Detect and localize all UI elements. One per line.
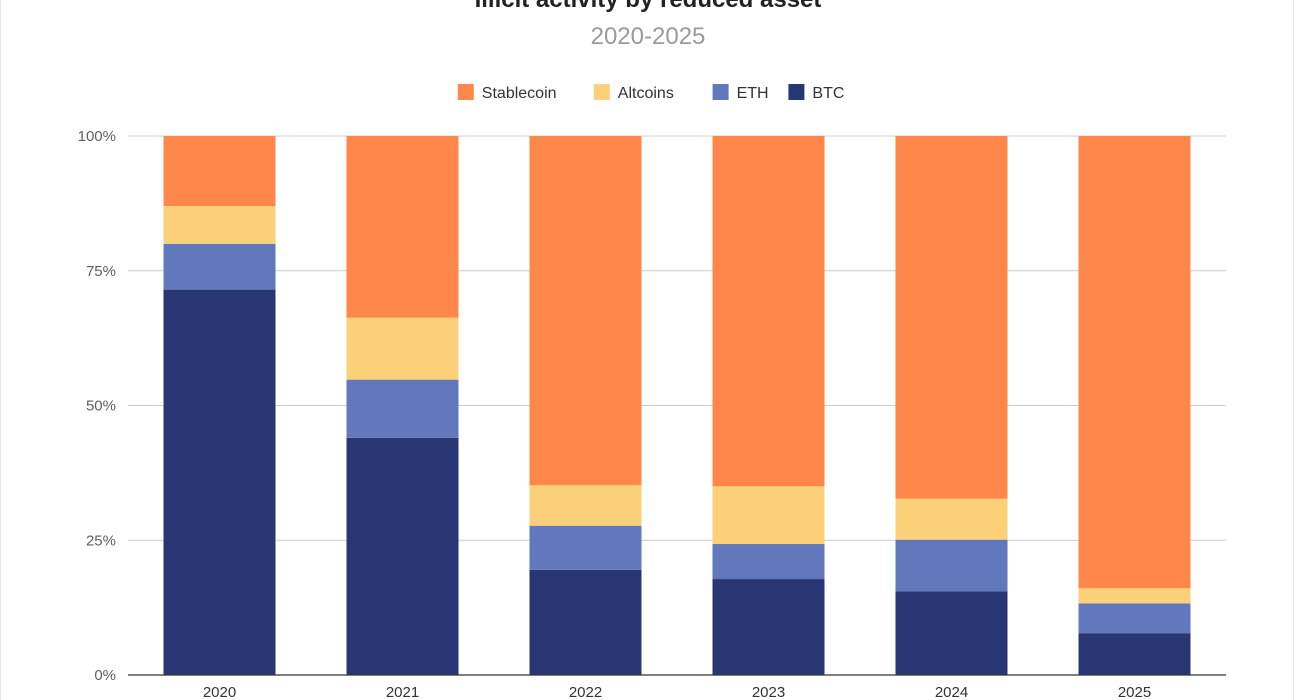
x-tick-label: 2023: [752, 684, 785, 700]
y-tick-label: 25%: [86, 532, 116, 549]
bar-segment-btc-2025: [1078, 633, 1191, 675]
bar-segment-altcoins-2025: [1078, 588, 1191, 604]
bar-segment-eth-2020: [163, 243, 276, 290]
x-tick-label: 2022: [569, 684, 602, 700]
y-tick-label: 75%: [86, 263, 116, 280]
y-tick-label: 50%: [86, 398, 116, 415]
x-tick-label: 2025: [1118, 684, 1151, 700]
legend-label-stablecoin: Stablecoin: [482, 85, 557, 102]
bar-segment-btc-2022: [529, 569, 642, 675]
bar-segment-btc-2021: [346, 437, 459, 675]
bar-segment-btc-2023: [712, 579, 825, 675]
bar-segment-btc-2020: [163, 289, 276, 675]
bar-segment-btc-2024: [895, 591, 1008, 675]
bar-segment-altcoins-2020: [163, 206, 276, 244]
bar-segment-altcoins-2024: [895, 498, 1008, 540]
x-tick-label: 2021: [386, 684, 419, 700]
legend-swatch-eth: [712, 84, 729, 100]
bar-segment-eth-2024: [895, 539, 1008, 592]
legend-label-btc: BTC: [812, 85, 844, 102]
bar-segment-stablecoin-2023: [712, 136, 825, 487]
bar-segment-eth-2021: [346, 379, 459, 438]
legend-swatch-altcoins: [593, 84, 610, 100]
bar-segment-eth-2025: [1078, 603, 1191, 634]
legend-label-eth: ETH: [737, 85, 769, 102]
legend-label-altcoins: Altcoins: [618, 85, 674, 102]
legend-swatch-stablecoin: [457, 84, 474, 100]
bar-segment-stablecoin-2020: [163, 136, 276, 207]
y-tick-label: 0%: [94, 667, 116, 684]
chart-subtitle: 2020-2025: [590, 23, 706, 50]
legend-swatch-btc: [788, 84, 805, 100]
x-tick-label: 2020: [203, 684, 236, 700]
bar-segment-stablecoin-2021: [346, 136, 459, 318]
bar-segment-stablecoin-2025: [1078, 136, 1191, 589]
chart-title: Illicit activity by reduced asset: [0, 0, 1296, 14]
bar-segment-altcoins-2023: [712, 486, 825, 545]
bar-segment-altcoins-2022: [529, 485, 642, 526]
bar-segment-stablecoin-2024: [895, 136, 1008, 499]
bar-segment-stablecoin-2022: [529, 136, 642, 486]
bar-segment-eth-2023: [712, 544, 825, 580]
bar-segment-altcoins-2021: [346, 317, 459, 380]
y-tick-label: 100%: [78, 128, 116, 145]
x-tick-label: 2024: [935, 684, 968, 700]
bar-segment-eth-2022: [529, 525, 642, 570]
